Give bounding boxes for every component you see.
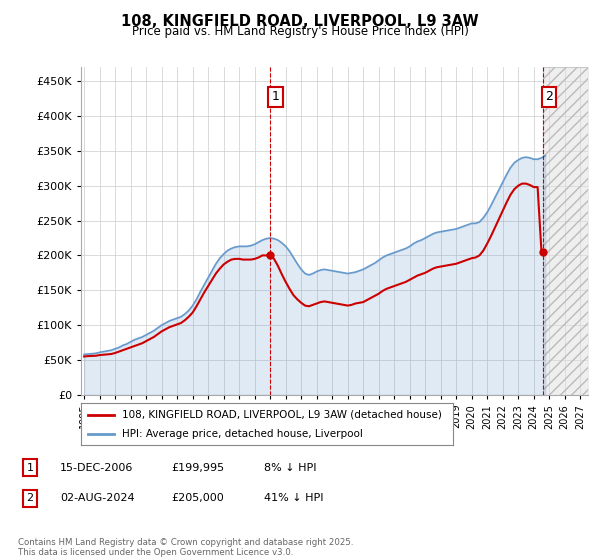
- Text: 41% ↓ HPI: 41% ↓ HPI: [264, 493, 323, 503]
- Text: Price paid vs. HM Land Registry's House Price Index (HPI): Price paid vs. HM Land Registry's House …: [131, 25, 469, 38]
- Text: 15-DEC-2006: 15-DEC-2006: [60, 463, 133, 473]
- Text: 8% ↓ HPI: 8% ↓ HPI: [264, 463, 317, 473]
- Text: 108, KINGFIELD ROAD, LIVERPOOL, L9 3AW (detached house): 108, KINGFIELD ROAD, LIVERPOOL, L9 3AW (…: [122, 409, 442, 419]
- Text: 1: 1: [26, 463, 34, 473]
- Text: Contains HM Land Registry data © Crown copyright and database right 2025.
This d: Contains HM Land Registry data © Crown c…: [18, 538, 353, 557]
- Text: 2: 2: [545, 90, 553, 103]
- Text: £199,995: £199,995: [171, 463, 224, 473]
- Text: 2: 2: [26, 493, 34, 503]
- Text: HPI: Average price, detached house, Liverpool: HPI: Average price, detached house, Live…: [122, 429, 363, 439]
- Text: 108, KINGFIELD ROAD, LIVERPOOL, L9 3AW: 108, KINGFIELD ROAD, LIVERPOOL, L9 3AW: [121, 14, 479, 29]
- Text: £205,000: £205,000: [171, 493, 224, 503]
- Text: 1: 1: [272, 90, 280, 103]
- Text: 02-AUG-2024: 02-AUG-2024: [60, 493, 134, 503]
